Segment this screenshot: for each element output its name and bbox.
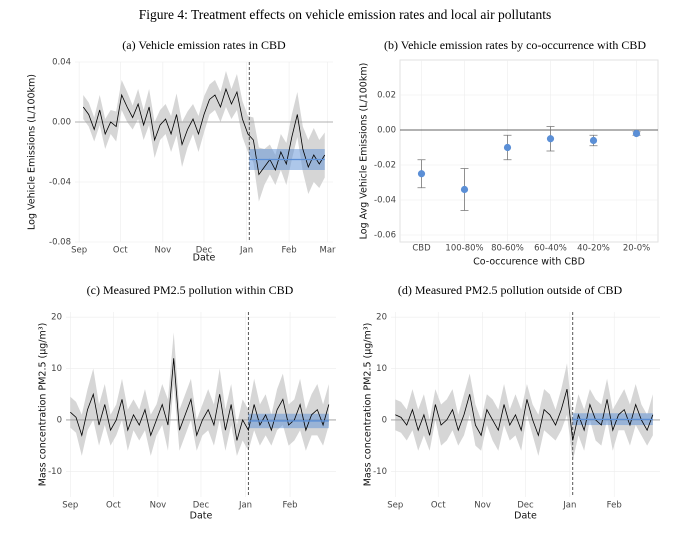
x-tick-label: Jan xyxy=(238,501,252,511)
y-tick-label: 20 xyxy=(51,313,62,323)
y-axis-label: Log Avg Vehicle Emissions (L/100km) xyxy=(359,63,370,240)
x-axis-label: Co-occurence with CBD xyxy=(473,257,585,268)
x-tick-label: Mar xyxy=(319,246,336,256)
point xyxy=(632,129,641,138)
x-axis-label: Date xyxy=(190,511,213,522)
y-tick-label: 0.02 xyxy=(377,91,396,101)
y-tick-label: 20 xyxy=(376,313,387,323)
y-axis-label: Mass concentration PM2.5 (µg/m³) xyxy=(363,323,374,487)
y-tick-label: 0 xyxy=(382,415,387,425)
plot-frame xyxy=(399,59,659,243)
x-tick-label: Nov xyxy=(474,501,491,511)
x-tick-label: 20-0% xyxy=(623,244,650,254)
x-tick-label: Dec xyxy=(193,501,210,511)
confidence-band xyxy=(395,363,653,462)
y-tick-label: 0.00 xyxy=(377,126,396,136)
x-tick-label: Sep xyxy=(387,501,403,511)
panel-title: (b) Vehicle emission rates by co-occurre… xyxy=(384,38,646,52)
x-tick-label: Sep xyxy=(62,501,78,511)
y-tick-label: 10 xyxy=(51,364,62,374)
y-tick-label: 0.00 xyxy=(52,118,71,128)
panel-title: (a) Vehicle emission rates in CBD xyxy=(122,38,286,52)
x-tick-label: 80-60% xyxy=(491,244,524,254)
x-tick-label: Dec xyxy=(196,246,213,256)
x-tick-label: Nov xyxy=(155,246,172,256)
series-line xyxy=(395,388,654,441)
y-tick-label: 10 xyxy=(376,364,387,374)
series-line xyxy=(70,358,330,441)
y-tick-label: -10 xyxy=(373,467,387,477)
x-tick-label: Feb xyxy=(282,246,297,256)
x-axis-label: Date xyxy=(193,253,216,264)
point xyxy=(460,185,469,194)
panel-title: (d) Measured PM2.5 pollution outside of … xyxy=(398,283,623,297)
y-axis-label: Log Vehicle Emissions (L/100km) xyxy=(27,74,38,230)
y-tick-label: -10 xyxy=(48,467,62,477)
x-tick-label: Jan xyxy=(562,501,576,511)
x-tick-label: Dec xyxy=(517,501,534,511)
x-tick-label: 100-80% xyxy=(445,244,483,254)
x-tick-label: Jan xyxy=(239,246,253,256)
y-tick-label: -0.02 xyxy=(374,161,396,171)
y-axis-label: Mass concentration PM2.5 (µg/m³) xyxy=(38,323,49,487)
y-tick-label: -0.04 xyxy=(374,196,396,206)
x-tick-label: CBD xyxy=(412,244,431,254)
x-tick-label: Feb xyxy=(607,501,622,511)
panel-title: (c) Measured PM2.5 pollution within CBD xyxy=(87,283,294,297)
point xyxy=(417,170,426,178)
y-tick-label: -0.04 xyxy=(49,178,71,188)
x-axis-label: Date xyxy=(514,511,537,522)
x-tick-label: 60-40% xyxy=(534,244,567,254)
y-tick-label: -0.08 xyxy=(49,238,71,248)
x-tick-label: Sep xyxy=(71,246,87,256)
y-tick-label: -0.06 xyxy=(374,231,396,241)
figure-title: Figure 4: Treatment effects on vehicle e… xyxy=(139,7,552,22)
x-tick-label: Feb xyxy=(283,501,298,511)
point xyxy=(589,136,598,145)
point xyxy=(503,143,512,152)
x-tick-label: 40-20% xyxy=(577,244,610,254)
y-tick-label: 0.04 xyxy=(52,58,71,68)
x-tick-label: Oct xyxy=(113,246,128,256)
y-tick-label: 0 xyxy=(57,415,62,425)
x-tick-label: Oct xyxy=(106,501,121,511)
x-tick-label: Nov xyxy=(150,501,167,511)
point xyxy=(546,135,555,143)
x-tick-label: Oct xyxy=(431,501,446,511)
